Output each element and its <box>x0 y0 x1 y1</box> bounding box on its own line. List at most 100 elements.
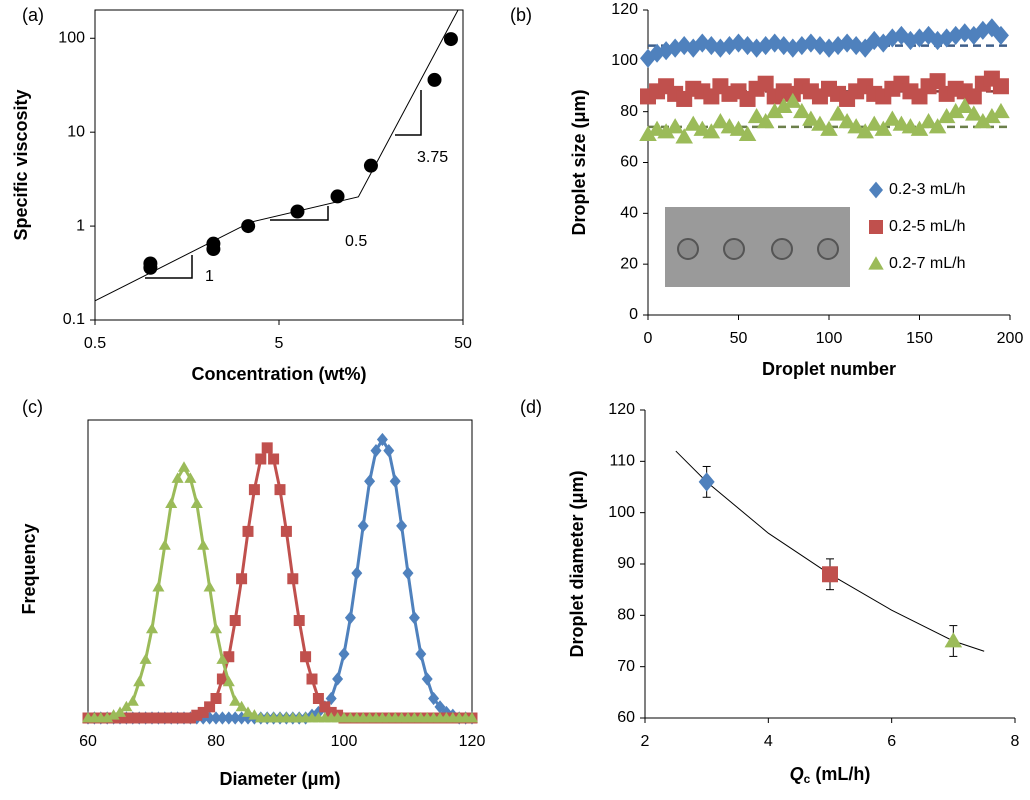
marker <box>757 75 774 92</box>
marker <box>937 107 956 124</box>
marker <box>910 120 929 136</box>
marker <box>847 118 865 134</box>
marker <box>383 444 395 458</box>
panel-label: (d) <box>520 397 542 417</box>
y-tick-label: 100 <box>608 504 635 521</box>
x-tick-label: 60 <box>79 733 97 750</box>
marker <box>344 611 356 625</box>
inset-droplet <box>677 238 699 260</box>
marker <box>190 497 203 508</box>
marker <box>152 712 164 724</box>
marker <box>657 123 675 139</box>
marker <box>158 539 171 550</box>
y-tick-label: 20 <box>620 255 638 272</box>
marker <box>293 615 305 627</box>
series-line <box>88 436 472 720</box>
marker <box>172 712 184 724</box>
x-tick-label: 6 <box>887 733 896 750</box>
y-tick-label: 70 <box>617 658 635 675</box>
slope-triangle <box>270 206 329 221</box>
x-tick-label: 120 <box>459 733 486 750</box>
y-axis-label: Droplet size (μm) <box>569 89 589 235</box>
marker <box>793 102 811 119</box>
marker <box>946 102 965 119</box>
slope-triangle <box>145 255 193 279</box>
x-tick-label: 4 <box>764 733 773 750</box>
y-tick-label: 100 <box>611 52 638 69</box>
marker <box>338 647 350 661</box>
marker <box>729 120 748 136</box>
marker <box>133 712 145 724</box>
marker <box>775 35 792 56</box>
y-tick-label: 90 <box>617 555 635 572</box>
y-tick-label: 100 <box>58 29 85 46</box>
y-tick-label: 60 <box>620 154 638 171</box>
marker <box>300 651 312 663</box>
marker <box>702 123 721 139</box>
marker <box>165 497 178 508</box>
marker <box>465 711 479 723</box>
x-tick-label: 200 <box>997 330 1024 347</box>
marker <box>974 20 991 40</box>
legend-marker <box>868 256 884 270</box>
slope-triangles <box>145 90 422 279</box>
marker <box>152 581 165 592</box>
y-axis-label: Droplet diameter (μm) <box>567 470 587 657</box>
marker <box>428 691 440 706</box>
plot-frame <box>87 419 473 719</box>
y-tick-label: 110 <box>609 453 635 470</box>
marker <box>974 113 992 129</box>
marker <box>287 573 299 585</box>
x-tick-label: 100 <box>816 330 843 347</box>
y-axis-label: Specific viscosity <box>11 89 31 240</box>
marker <box>955 97 974 113</box>
marker <box>402 566 414 580</box>
y-tick-label: 120 <box>611 1 638 18</box>
marker <box>197 706 209 718</box>
marker <box>133 675 146 687</box>
marker <box>928 118 947 134</box>
marker <box>236 573 248 585</box>
x-tick-label: 8 <box>1011 733 1020 750</box>
inset-image <box>665 207 850 287</box>
marker <box>376 432 388 447</box>
marker <box>747 107 766 124</box>
marker <box>139 653 152 664</box>
marker <box>235 700 248 712</box>
marker <box>113 706 127 717</box>
marker <box>756 113 775 129</box>
marker <box>965 25 982 46</box>
marker <box>802 110 820 126</box>
marker <box>929 73 946 90</box>
marker <box>639 125 657 141</box>
marker <box>274 484 286 496</box>
panel: (a) 0.5 5 50 0.1 1 10 100 Concentration (wt%) Spe… <box>11 5 472 384</box>
marker <box>204 701 216 713</box>
marker <box>177 461 191 472</box>
marker <box>738 125 757 141</box>
legend-marker <box>869 181 883 199</box>
marker <box>848 35 865 56</box>
x-tick-label: 50 <box>454 335 472 352</box>
marker <box>820 120 838 136</box>
marker <box>675 128 693 144</box>
fit-line <box>675 450 985 652</box>
marker <box>206 236 221 251</box>
x-tick-label: 0 <box>644 330 653 347</box>
marker <box>684 115 703 131</box>
marker <box>171 472 184 483</box>
x-axis-label: Diameter (μm) <box>219 769 340 789</box>
marker <box>241 219 256 234</box>
marker <box>838 113 856 129</box>
marker <box>364 474 376 488</box>
marker <box>658 41 675 61</box>
inset-droplet <box>771 238 793 260</box>
panel-label: (a) <box>22 5 44 25</box>
marker <box>389 474 401 488</box>
marker <box>210 711 222 725</box>
marker <box>434 700 446 714</box>
marker <box>229 711 241 725</box>
panel: (b) 0 50 100 150 200 0 20 40 60 80 100 120 Droplet nu… <box>510 1 1023 379</box>
panel-label: (c) <box>22 397 43 417</box>
marker <box>330 189 345 204</box>
